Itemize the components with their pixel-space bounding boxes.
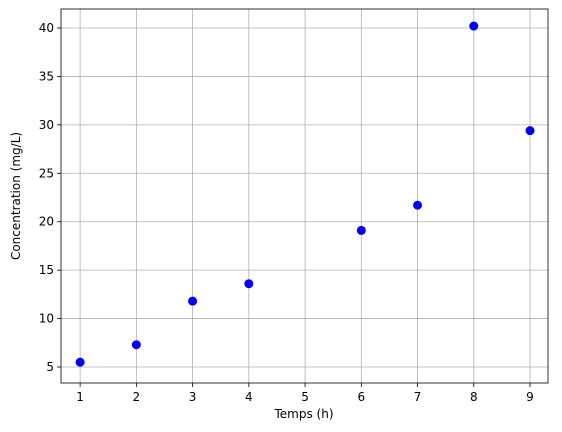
point: [131, 340, 141, 350]
x-tick-label: 6: [357, 390, 365, 404]
y-tick-label: 20: [39, 215, 54, 229]
point: [356, 225, 366, 235]
point: [525, 126, 535, 136]
x-axis-label: Temps (h): [273, 407, 333, 421]
y-tick-label: 35: [39, 69, 54, 83]
x-tick-label: 8: [470, 390, 478, 404]
y-tick-label: 10: [39, 312, 54, 326]
y-tick-label: 30: [39, 118, 54, 132]
x-tick-label: 2: [133, 390, 141, 404]
point: [413, 200, 423, 210]
y-tick-label: 15: [39, 263, 54, 277]
x-tick-label: 3: [189, 390, 197, 404]
y-tick-label: 40: [39, 21, 54, 35]
y-tick-label: 25: [39, 166, 54, 180]
x-tick-label: 1: [76, 390, 84, 404]
x-tick-label: 5: [301, 390, 309, 404]
plot-frame: [60, 8, 549, 384]
y-tick-label: 5: [46, 360, 54, 374]
point: [469, 21, 479, 31]
point: [188, 296, 198, 306]
point: [75, 357, 85, 367]
point: [244, 279, 254, 289]
x-tick-label: 4: [245, 390, 253, 404]
x-tick-label: 7: [414, 390, 422, 404]
x-tick-label: 9: [526, 390, 534, 404]
y-axis-label: Concentration (mg/L): [9, 132, 23, 260]
